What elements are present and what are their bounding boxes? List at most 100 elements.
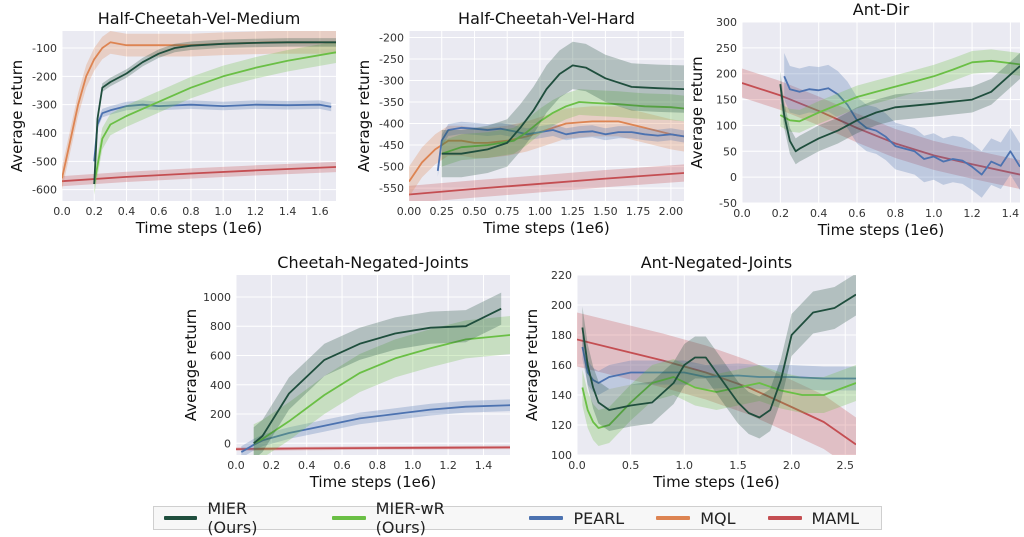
x-tick-label: 0.2: [772, 207, 790, 220]
y-axis-label: Average return: [688, 56, 706, 168]
band-pearl: [241, 399, 510, 455]
series-line-mier-wr-ours: [779, 59, 1020, 123]
band-mier-ours: [253, 292, 502, 455]
y-tick-label: -400: [32, 127, 57, 140]
band-pearl: [784, 53, 1020, 198]
y-tick-label: -500: [379, 161, 404, 174]
series-line-mier-wr-ours: [253, 334, 510, 445]
x-tick-label: 0.0: [53, 205, 71, 218]
legend-label-mql: MQL: [700, 508, 736, 528]
x-tick-label: 1.50: [593, 205, 618, 218]
series-line-maml: [577, 338, 856, 446]
y-tick-label: 50: [723, 145, 737, 158]
y-tick-label: -300: [379, 74, 404, 87]
y-tick-label: 0: [730, 171, 737, 184]
series-line-pearl: [240, 404, 510, 453]
y-tick-label: 150: [716, 94, 737, 107]
y-tick-label: -100: [32, 42, 57, 55]
x-tick-label: 0.0: [568, 459, 586, 472]
legend-item-pearl: PEARL: [529, 509, 624, 528]
series-line-mier-ours: [779, 65, 1020, 153]
x-tick-label: 0.00: [397, 205, 422, 218]
band-mql: [62, 31, 336, 190]
legend: MIER (Ours) MIER-wR (Ours) PEARL MQL MAM…: [153, 499, 882, 537]
x-tick-label: 1.0: [676, 459, 694, 472]
chart-ant-dir: 0.0 0.2 0.4 0.6 0.8 1.0 1.2 1.4 -50 0 50 100 150 200 2…: [688, 0, 1020, 239]
series-line-pearl: [581, 346, 856, 384]
y-tick-label: 100: [716, 119, 737, 132]
y-axis-label: Average return: [523, 309, 541, 421]
y-tick-label: 250: [716, 42, 737, 55]
chart-half-cheetah-vel-medium: 0.0 0.2 0.4 0.6 0.8 1.0 1.2 1.4 1.6 -600 -500 -400 -…: [8, 9, 336, 237]
y-tick-label: -50: [719, 197, 737, 210]
series-line-mier-ours: [581, 293, 856, 419]
band-mier-wr-ours: [441, 89, 684, 167]
band-mier-wr-ours: [582, 359, 856, 446]
x-tick-label: 0.0: [227, 459, 245, 472]
series-line-pearl: [436, 126, 684, 172]
x-tick-label: 0.6: [150, 205, 168, 218]
x-tick-label: 1.25: [560, 205, 585, 218]
series-line-maml: [62, 166, 336, 183]
series-line-mier-wr-ours: [581, 376, 856, 429]
chart-half-cheetah-vel-hard: 0.00 0.25 0.50 0.75 1.00 1.25 1.50 1.75 2.00 -550…: [355, 9, 684, 237]
x-tick-label: 0.0: [733, 207, 751, 220]
x-axis-label: Time steps (1e6): [482, 219, 610, 237]
legend-swatch-pearl: [529, 516, 564, 520]
x-tick-label: 1.0: [925, 207, 943, 220]
x-tick-label: 1.0: [214, 205, 232, 218]
series-line-mier-wr-ours: [93, 51, 336, 185]
x-tick-label: 2.0: [783, 459, 801, 472]
x-tick-label: 1.2: [247, 205, 265, 218]
y-tick-label: 600: [210, 349, 231, 362]
x-axis-label: Time steps (1e6): [135, 219, 263, 237]
band-mier-ours: [780, 53, 1020, 165]
plot-area: [236, 292, 510, 455]
x-axis-label: Time steps (1e6): [652, 473, 780, 491]
x-tick-label: 0.2: [263, 459, 281, 472]
chart-title: Ant-Dir: [853, 0, 910, 19]
y-tick-label: -200: [379, 31, 404, 44]
x-tick-label: 0.6: [333, 459, 351, 472]
x-tick-label: 1.4: [1002, 207, 1020, 220]
x-tick-label: 0.8: [887, 207, 905, 220]
series-line-mier-wr-ours: [441, 101, 684, 155]
band-maml: [577, 312, 856, 455]
y-tick-label: -250: [379, 53, 404, 66]
legend-label-mier-wr: MIER-wR (Ours): [375, 499, 445, 537]
legend-label-pearl: PEARL: [573, 508, 625, 528]
y-tick-label: 200: [210, 408, 231, 421]
legend-item-maml: MAML: [767, 509, 859, 528]
y-tick-label: 800: [210, 320, 231, 333]
chart-cheetah-negated-joints: 0.0 0.2 0.4 0.6 0.8 1.0 1.2 1.4 0 200 400 600 800 100…: [182, 253, 510, 491]
y-axis-label: Average return: [355, 60, 373, 172]
band-mier-wr-ours: [253, 316, 510, 455]
x-tick-label: 1.2: [439, 459, 457, 472]
y-tick-label: 1000: [203, 291, 231, 304]
y-tick-label: 120: [551, 419, 572, 432]
x-tick-label: 0.2: [85, 205, 103, 218]
x-tick-label: 1.4: [475, 459, 493, 472]
legend-item-mier: MIER (Ours): [164, 499, 300, 537]
y-tick-label: -550: [379, 182, 404, 195]
y-tick-label: 140: [551, 389, 572, 402]
x-tick-label: 0.6: [848, 207, 866, 220]
y-tick-label: 0: [224, 437, 231, 450]
plot-area: [409, 41, 684, 201]
series-line-maml: [409, 172, 684, 196]
y-tick-label: 200: [716, 68, 737, 81]
y-tick-label: 200: [551, 299, 572, 312]
x-tick-label: 1.2: [963, 207, 981, 220]
series-line-mier-ours: [441, 64, 684, 155]
chart-ant-negated-joints: 0.0 0.5 1.0 1.5 2.0 2.5 100 120 140 160 180 200 220 A…: [523, 253, 856, 491]
y-tick-label: 100: [551, 449, 572, 462]
series-line-mier-ours: [253, 307, 502, 444]
x-tick-label: 1.00: [528, 205, 553, 218]
y-tick-label: 400: [210, 379, 231, 392]
band-mier-ours: [582, 275, 856, 439]
band-pearl: [437, 121, 684, 177]
legend-label-mier: MIER (Ours): [207, 499, 258, 537]
x-tick-label: 0.4: [810, 207, 828, 220]
x-tick-label: 1.5: [729, 459, 747, 472]
